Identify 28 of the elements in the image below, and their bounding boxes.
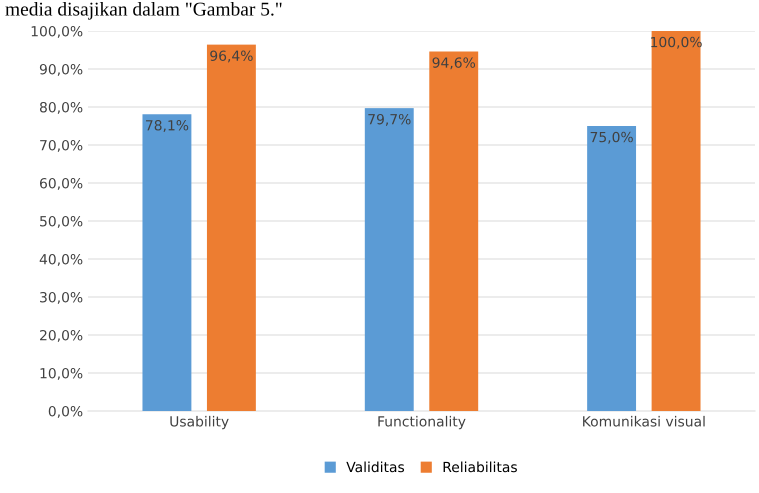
x-tick-label: Functionality xyxy=(378,416,466,430)
data-label: 96,4% xyxy=(210,50,253,62)
y-tick-label: 100,0% xyxy=(32,26,82,38)
y-tick-label: 90,0% xyxy=(40,64,82,76)
bar xyxy=(364,108,414,411)
y-tick-label: 60,0% xyxy=(40,178,82,190)
bar xyxy=(429,52,478,411)
y-tick-label: 10,0% xyxy=(40,368,82,380)
text: media disajikan dalam "Gambar 5." xyxy=(5,2,282,20)
bar xyxy=(587,126,636,411)
data-label: 78,1% xyxy=(146,120,188,132)
y-tick-label: 30,0% xyxy=(40,292,82,304)
y-tick-label: 20,0% xyxy=(40,330,82,342)
data-label: 75,0% xyxy=(590,132,633,144)
y-tick-label: 50,0% xyxy=(40,216,82,228)
data-label: 79,7% xyxy=(368,114,411,126)
y-tick-label: 40,0% xyxy=(40,254,82,266)
y-tick-label: 80,0% xyxy=(40,102,82,114)
bar xyxy=(652,31,701,411)
x-tick-label: Komunikasi visual xyxy=(583,416,705,427)
data-label: 94,6% xyxy=(432,57,476,70)
y-tick-label: 70,0% xyxy=(40,140,82,152)
bar xyxy=(142,114,192,411)
x-tick-label: Usability xyxy=(170,416,229,430)
y-tick-label: 0,0% xyxy=(48,406,82,418)
legend-label: Validitas xyxy=(346,462,404,472)
legend-label: Reliabilitas xyxy=(444,462,517,472)
bar xyxy=(206,44,256,411)
